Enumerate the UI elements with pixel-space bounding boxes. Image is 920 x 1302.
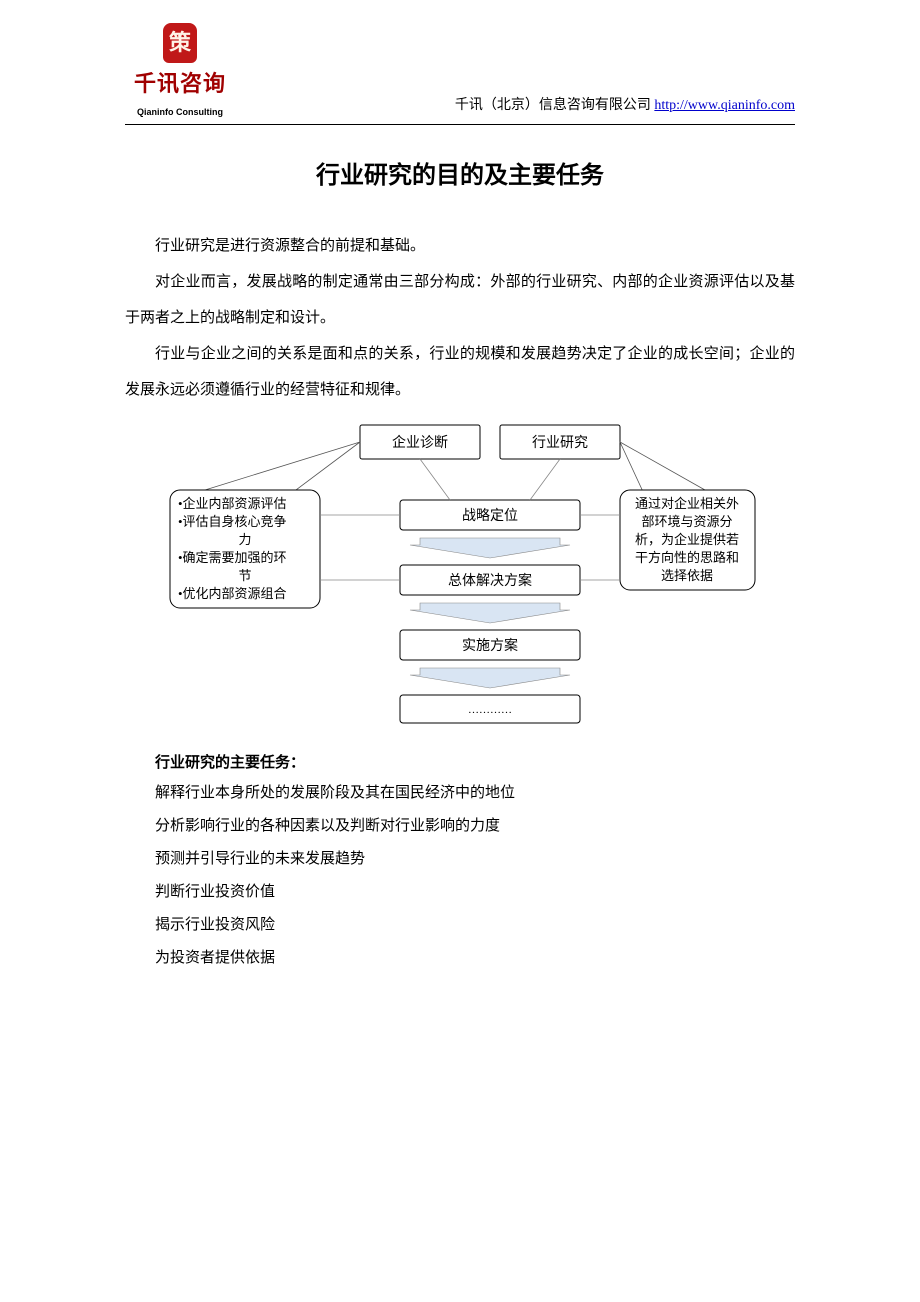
task-item-2: 预测并引导行业的未来发展趋势 — [125, 843, 795, 876]
left-box-line-2: 力 — [238, 532, 251, 547]
left-box-line-5: •优化内部资源组合 — [178, 586, 287, 601]
node-implementation-plan: 实施方案 — [462, 637, 518, 654]
left-box-line-1: •评估自身核心竞争 — [178, 514, 287, 529]
company-url-link[interactable]: http://www.qianinfo.com — [654, 98, 795, 113]
tasks-heading: 行业研究的主要任务： — [125, 750, 795, 777]
left-box-line-4: 节 — [238, 568, 251, 583]
node-strategic-positioning: 战略定位 — [462, 508, 518, 524]
page-header: 策 千讯咨询 Qianinfo Consulting 千讯（北京）信息咨询有限公… — [125, 50, 795, 125]
node-industry-research: 行业研究 — [532, 435, 588, 451]
node-enterprise-diagnosis: 企业诊断 — [392, 434, 448, 451]
logo-subtitle: Qianinfo Consulting — [137, 104, 223, 120]
task-item-3: 判断行业投资价值 — [125, 876, 795, 909]
header-right: 千讯（北京）信息咨询有限公司 http://www.qianinfo.com — [455, 93, 795, 120]
page-content: 行业研究的目的及主要任务 行业研究是进行资源整合的前提和基础。 对企业而言，发展… — [125, 155, 795, 975]
task-item-4: 揭示行业投资风险 — [125, 909, 795, 942]
page-title: 行业研究的目的及主要任务 — [125, 155, 795, 198]
left-box-line-3: •确定需要加强的环 — [178, 550, 287, 565]
flowchart-diagram: 企业诊断 行业研究 战略定位 总体解决方案 实施方案 — [125, 420, 795, 730]
logo-name: 千讯咨询 — [134, 64, 226, 104]
right-box-line-2: 析，为企业提供若 — [635, 532, 739, 547]
company-name: 千讯（北京）信息咨询有限公司 — [455, 98, 651, 113]
node-overall-solution: 总体解决方案 — [448, 572, 532, 589]
left-box-line-0: •企业内部资源评估 — [178, 496, 287, 511]
right-box-line-3: 干方向性的思路和 — [635, 550, 739, 565]
right-box-line-1: 部环境与资源分 — [641, 514, 732, 529]
task-item-5: 为投资者提供依据 — [125, 942, 795, 975]
right-box-line-0: 通过对企业相关外 — [635, 496, 739, 511]
paragraph-1: 行业研究是进行资源整合的前提和基础。 — [125, 228, 795, 264]
right-box-line-4: 选择依据 — [661, 568, 713, 583]
task-item-0: 解释行业本身所处的发展阶段及其在国民经济中的地位 — [125, 777, 795, 810]
node-ellipsis: ………… — [468, 704, 512, 716]
paragraph-3: 行业与企业之间的关系是面和点的关系，行业的规模和发展趋势决定了企业的成长空间；企… — [125, 336, 795, 408]
paragraph-2: 对企业而言，发展战略的制定通常由三部分构成：外部的行业研究、内部的企业资源评估以… — [125, 264, 795, 336]
logo-seal-icon: 策 — [163, 23, 197, 63]
task-item-1: 分析影响行业的各种因素以及判断对行业影响的力度 — [125, 810, 795, 843]
logo: 策 千讯咨询 Qianinfo Consulting — [125, 23, 235, 120]
